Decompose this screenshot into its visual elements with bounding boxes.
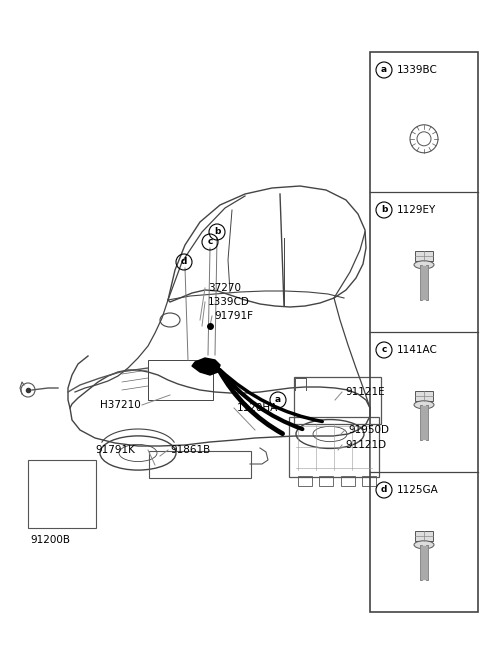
Text: 1141AC: 1141AC: [397, 345, 438, 355]
Polygon shape: [421, 406, 427, 439]
FancyBboxPatch shape: [415, 531, 433, 541]
Text: b: b: [214, 228, 220, 237]
Text: d: d: [381, 485, 387, 495]
Ellipse shape: [414, 261, 434, 269]
FancyBboxPatch shape: [415, 391, 433, 401]
FancyBboxPatch shape: [415, 251, 433, 261]
Text: c: c: [381, 346, 387, 354]
Text: 91200B: 91200B: [30, 535, 70, 545]
Text: 1339BC: 1339BC: [397, 65, 438, 75]
Text: 1129EY: 1129EY: [397, 205, 436, 215]
Text: a: a: [381, 66, 387, 75]
Ellipse shape: [414, 541, 434, 549]
Text: H37210: H37210: [100, 400, 141, 410]
Text: b: b: [381, 205, 387, 215]
Text: a: a: [275, 396, 281, 405]
Text: 91121D: 91121D: [345, 440, 386, 450]
Text: 1120HA: 1120HA: [237, 403, 278, 413]
Text: 91950D: 91950D: [348, 425, 389, 435]
Text: 1125GA: 1125GA: [397, 485, 439, 495]
Text: c: c: [207, 237, 213, 247]
Text: 91791F: 91791F: [214, 311, 253, 321]
Text: 1339CD: 1339CD: [208, 297, 250, 307]
Polygon shape: [421, 546, 427, 579]
Polygon shape: [421, 266, 427, 298]
Text: 91791K: 91791K: [95, 445, 135, 455]
Polygon shape: [192, 358, 220, 375]
Text: 91861B: 91861B: [170, 445, 210, 455]
Text: 37270: 37270: [208, 283, 241, 293]
Text: 91121E: 91121E: [345, 387, 384, 397]
Ellipse shape: [414, 401, 434, 409]
Text: d: d: [181, 258, 187, 266]
